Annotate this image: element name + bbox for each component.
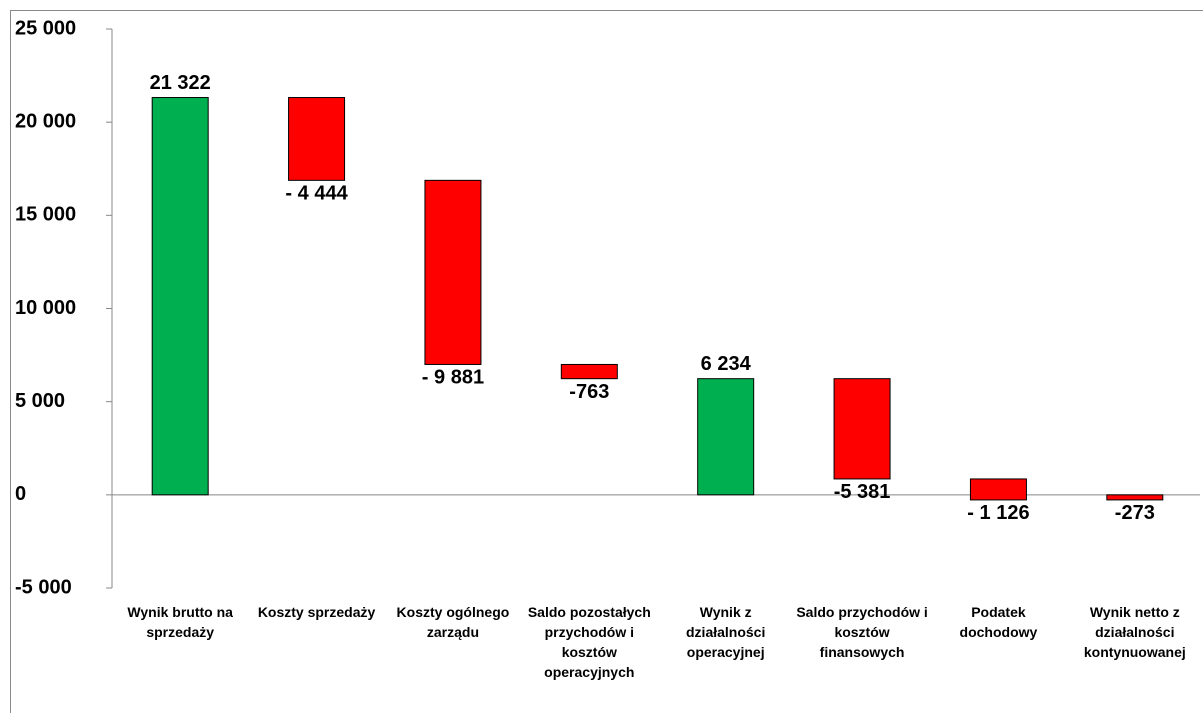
y-tick-label: 0 [15, 483, 26, 505]
y-tick-label: 10 000 [15, 297, 76, 319]
y-tick-label: -5 000 [15, 576, 72, 598]
y-tick-label: 15 000 [15, 204, 76, 226]
bar [288, 97, 346, 181]
value-label: -763 [569, 381, 609, 403]
value-label: 6 234 [701, 353, 752, 375]
value-label: - 9 881 [422, 367, 484, 389]
x-tick-label: Koszty ogólnego zarządu [396, 604, 510, 640]
bar [424, 179, 482, 365]
x-tick-label: Saldo pozostałych przychodów i kosztów o… [527, 604, 651, 680]
value-label: 21 322 [150, 72, 211, 94]
y-tick-label: 20 000 [15, 110, 76, 132]
value-label: -5 381 [834, 481, 891, 503]
bar [1106, 494, 1164, 501]
chart-frame [10, 10, 1203, 713]
x-tick-label: Wynik netto z działalności kontynuowanej [1083, 604, 1186, 660]
x-tick-label: Koszty sprzedaży [257, 604, 376, 620]
bar [560, 363, 618, 380]
bar [697, 378, 755, 496]
x-tick-label: Podatek dochodowy [959, 604, 1038, 640]
value-label: -273 [1115, 502, 1155, 524]
y-tick-label: 25 000 [15, 17, 76, 39]
x-tick-label: Wynik brutto na sprzedaży [127, 604, 233, 640]
x-tick-label: Wynik z działalności operacyjnej [686, 604, 766, 660]
x-tick-label: Saldo przychodów i kosztów finansowych [796, 604, 928, 660]
value-label: - 4 444 [285, 183, 348, 205]
bar [969, 478, 1027, 501]
y-tick-label: 5 000 [15, 390, 65, 412]
bar [151, 97, 209, 496]
value-label: - 1 126 [967, 502, 1029, 524]
bar [833, 378, 891, 480]
